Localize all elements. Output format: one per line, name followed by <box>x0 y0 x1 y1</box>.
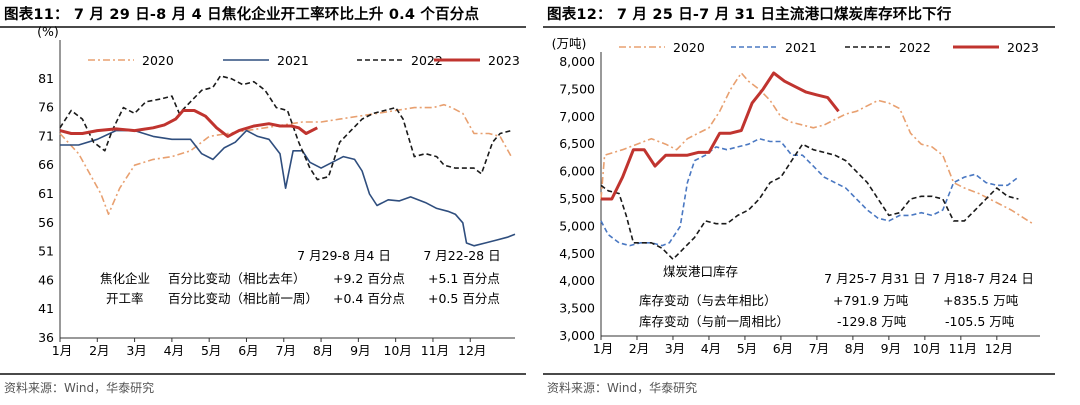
x-tick-label: 1月 <box>593 341 613 356</box>
y-tick-label: 4,000 <box>559 273 595 288</box>
x-tick-label: 9月 <box>881 341 901 356</box>
x-tick-label: 10月 <box>383 343 411 358</box>
annotation-row1-label: 焦化企业 <box>100 271 150 286</box>
y-tick-label: 6,000 <box>559 164 595 179</box>
annotation-row2-label: 开工率 <box>106 291 144 306</box>
y-tick-label: 7,500 <box>559 81 595 96</box>
right-chart-title: 图表12： 7 月 25 日-7 月 31 日主流港口煤炭库存环比下行 <box>547 7 952 23</box>
annotation-row1-value2: +5.1 百分点 <box>428 271 500 286</box>
y-tick-label: 4,500 <box>559 246 595 261</box>
x-tick-label: 6月 <box>238 343 258 358</box>
left-line-chart: (%) 36 41 46 51 56 61 66 71 76 81 1月 2月 3月 4月 5月 6月 7月 8月 9… <box>37 24 520 358</box>
right-line-chart: (万吨) 3,000 3,500 4,000 4,500 5,000 5,500 6,000 6… <box>552 36 1040 356</box>
left-source-note: 资料来源：Wind，华泰研究 <box>4 381 155 395</box>
right-title-rule <box>543 26 1055 28</box>
x-tick-label: 10月 <box>913 341 941 356</box>
legend-label-2020: 2020 <box>673 40 705 55</box>
legend-label-2022: 2022 <box>899 40 931 55</box>
annotation-col2-header: 7 月18-7 月24 日 <box>932 271 1034 286</box>
x-tick-label: 9月 <box>350 343 370 358</box>
annotation-row1-value1: +9.2 百分点 <box>333 271 405 286</box>
series-line-2021 <box>600 137 1019 247</box>
x-tick-label: 2月 <box>629 341 649 356</box>
series-line-2020 <box>600 72 1034 225</box>
legend-label-2023: 2023 <box>488 53 520 68</box>
annotation-row2-label: 库存变动（与前一周相比） <box>639 314 789 329</box>
annotation-col1-header: 7 月29-8 月4 日 <box>297 248 391 263</box>
y-tick-label: 81 <box>38 71 54 86</box>
legend-label-2021: 2021 <box>785 40 817 55</box>
series-line-2022 <box>59 75 512 181</box>
x-tick-label: 3月 <box>665 341 685 356</box>
left-chart-panel: 图表11： 7 月 29 日-8 月 4 日焦化企业开工率环比上升 0.4 个百… <box>0 0 530 405</box>
series-line-2023 <box>601 71 840 201</box>
right-source-rule <box>543 373 1055 375</box>
legend-label-2023: 2023 <box>1007 40 1039 55</box>
x-tick-label: 12月 <box>985 341 1013 356</box>
series-line-2021 <box>60 129 516 247</box>
y-tick-label: 5,500 <box>559 191 595 206</box>
legend-label-2021: 2021 <box>277 53 309 68</box>
y-tick-label: 51 <box>38 244 54 259</box>
annotation-col2-header: 7 月22-28 日 <box>423 248 500 263</box>
annotation-row2-sub: 百分比变动（相比前一周） <box>168 291 318 306</box>
series-line-2022 <box>600 143 1019 261</box>
x-tick-label: 8月 <box>845 341 865 356</box>
annotation-row2-value2: +0.5 百分点 <box>428 291 500 306</box>
left-chart-title: 图表11： 7 月 29 日-8 月 4 日焦化企业开工率环比上升 0.4 个百… <box>4 7 480 23</box>
y-tick-label: 5,000 <box>559 218 595 233</box>
y-tick-label: 61 <box>38 186 54 201</box>
x-tick-label: 6月 <box>773 341 793 356</box>
series-line-2023 <box>59 109 318 138</box>
annotation-row1-value2: +835.5 万吨 <box>943 293 1019 308</box>
y-axis-unit-label: (万吨) <box>552 36 587 51</box>
y-tick-label: 76 <box>38 100 54 115</box>
y-tick-label: 66 <box>38 157 54 172</box>
y-tick-label: 46 <box>38 272 54 287</box>
y-tick-label: 41 <box>38 301 54 316</box>
legend-label-2022: 2022 <box>411 53 443 68</box>
x-tick-label: 4月 <box>164 343 184 358</box>
annotation-row2-value1: -129.8 万吨 <box>837 314 907 329</box>
x-tick-label: 7月 <box>809 341 829 356</box>
y-axis-unit-label: (%) <box>37 24 59 39</box>
x-tick-label: 7月 <box>276 343 296 358</box>
right-chart-panel: 图表12： 7 月 25 日-7 月 31 日主流港口煤炭库存环比下行 (万吨)… <box>543 0 1080 405</box>
y-tick-label: 8,000 <box>559 54 595 69</box>
annotation-row1-value1: +791.9 万吨 <box>833 293 909 308</box>
y-tick-label: 56 <box>38 215 54 230</box>
legend-label-2020: 2020 <box>142 53 174 68</box>
y-tick-label: 3,000 <box>559 328 595 343</box>
left-title-rule <box>0 26 526 28</box>
annotation-header: 煤炭港口库存 <box>663 264 738 279</box>
x-tick-label: 4月 <box>701 341 721 356</box>
y-tick-label: 36 <box>38 330 54 345</box>
x-tick-label: 8月 <box>313 343 333 358</box>
annotation-row2-value2: -105.5 万吨 <box>945 314 1015 329</box>
y-tick-label: 71 <box>38 128 54 143</box>
annotation-col1-header: 7 月25-7 月31 日 <box>824 271 926 286</box>
x-tick-label: 1月 <box>52 343 72 358</box>
x-tick-label: 2月 <box>89 343 109 358</box>
x-tick-label: 12月 <box>458 343 486 358</box>
series-line-2020 <box>59 103 512 215</box>
right-source-note: 资料来源：Wind，华泰研究 <box>547 381 698 395</box>
x-tick-label: 11月 <box>421 343 449 358</box>
y-tick-label: 7,000 <box>559 109 595 124</box>
y-tick-label: 6,500 <box>559 136 595 151</box>
y-tick-label: 3,500 <box>559 301 595 316</box>
annotation-row1-label: 库存变动（与去年相比） <box>639 293 777 308</box>
x-tick-label: 3月 <box>126 343 146 358</box>
annotation-row2-value1: +0.4 百分点 <box>333 291 405 306</box>
left-source-rule <box>0 373 526 375</box>
x-tick-label: 5月 <box>201 343 221 358</box>
annotation-row1-sub: 百分比变动（相比去年） <box>168 271 306 286</box>
x-tick-label: 11月 <box>949 341 977 356</box>
x-tick-label: 5月 <box>737 341 757 356</box>
